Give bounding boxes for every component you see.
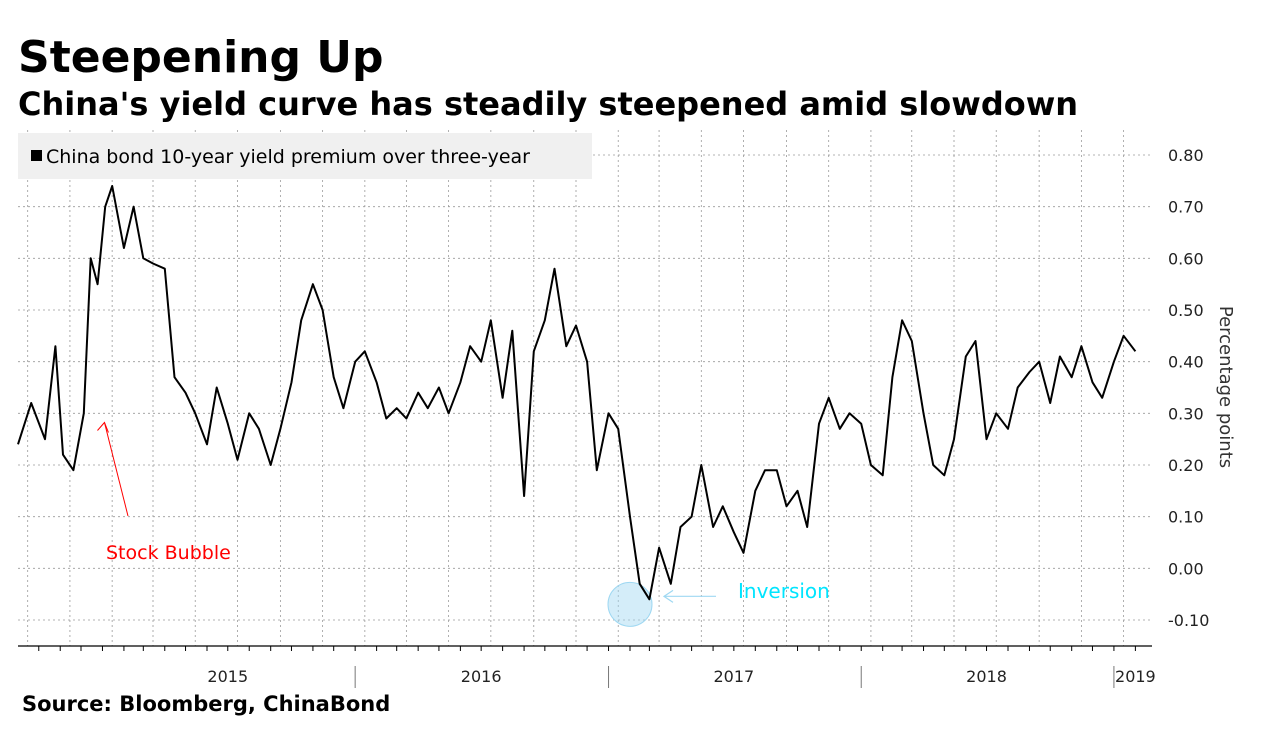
y-tick-label: 0.50 — [1168, 301, 1204, 320]
y-tick-label: 0.30 — [1168, 404, 1204, 423]
series-line — [17, 185, 1137, 601]
y-tick-label: 0.20 — [1168, 456, 1204, 475]
legend-label: China bond 10-year yield premium over th… — [46, 146, 530, 168]
legend-box — [18, 133, 592, 179]
source-note: Source: Bloomberg, ChinaBond — [22, 692, 391, 716]
y-axis-label: Percentage points — [1215, 306, 1236, 468]
legend-swatch — [31, 150, 42, 161]
stock-bubble-arrowhead — [97, 421, 109, 433]
y-tick-label: 0.40 — [1168, 353, 1204, 372]
x-tick-label: 2016 — [461, 667, 502, 686]
inversion-arrowhead — [662, 589, 674, 603]
x-tick-label: 2017 — [713, 667, 754, 686]
stock-bubble-arrow — [103, 422, 129, 517]
inversion-label: Inversion — [738, 579, 830, 603]
y-tick-label: -0.10 — [1168, 611, 1209, 630]
x-tick-label: 2018 — [966, 667, 1007, 686]
y-tick-label: 0.60 — [1168, 249, 1204, 268]
y-tick-label: 0.70 — [1168, 198, 1204, 217]
y-tick-label: 0.80 — [1168, 146, 1204, 165]
chart-title: Steepening Up — [18, 32, 384, 83]
x-tick-label: 2015 — [207, 667, 248, 686]
chart-subtitle: China's yield curve has steadily steepen… — [18, 85, 1079, 123]
inversion-highlight — [607, 581, 653, 627]
stock-bubble-label: Stock Bubble — [106, 542, 231, 564]
y-tick-label: 0.10 — [1168, 508, 1204, 527]
x-tick-label: 2019 — [1115, 667, 1156, 686]
y-tick-label: 0.00 — [1168, 559, 1204, 578]
